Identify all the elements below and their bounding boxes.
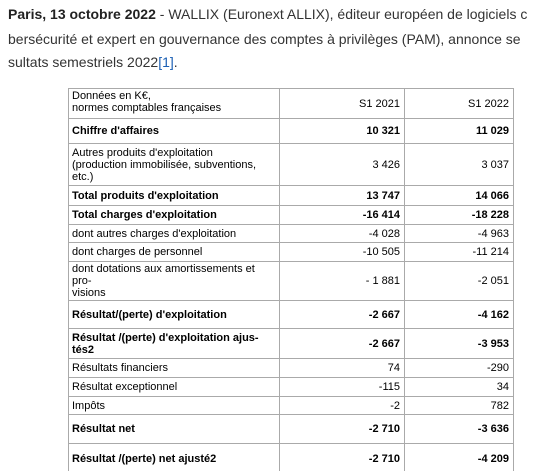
cell-value: -2 667 [279, 328, 405, 359]
cell-value: -4 162 [404, 300, 514, 329]
table-row: Résultat net -2 710 -3 636 [68, 414, 514, 444]
cell-value: -4 963 [404, 224, 514, 243]
text: - WALLIX (Euronext ALLIX), éditeur europ… [155, 6, 528, 22]
table-row: dont autres charges d'exploitation -4 028… [68, 224, 514, 243]
table-row: Résultat /(perte) net ajusté2 -2 710 -4 20… [68, 443, 514, 471]
financial-table: Données en K€, normes comptables françai… [68, 88, 514, 471]
cell-value: 11 029 [404, 118, 514, 144]
row-label: Total produits d'exploitation [68, 185, 280, 206]
cell-value: 782 [404, 396, 514, 415]
cell-value: 3 037 [404, 143, 514, 186]
row-label: Résultat /(perte) net ajusté2 [68, 443, 280, 471]
table-row: Autres produits d'exploitation (producti… [68, 143, 514, 186]
text: . [173, 54, 178, 70]
cell-value: -2 710 [279, 443, 405, 471]
row-label: Autres produits d'exploitation (producti… [68, 143, 280, 186]
row-label: dont autres charges d'exploitation [68, 224, 280, 243]
cell-value: -3 953 [404, 328, 514, 359]
paragraph-line: bersécurité et expert en gouvernance des… [8, 31, 521, 47]
row-label: Total charges d'exploitation [68, 205, 280, 225]
cell-value: -2 667 [279, 300, 405, 329]
row-label: Chiffre d'affaires [68, 118, 280, 144]
table-row: Impôts -2 782 [68, 396, 514, 415]
table-row: Total produits d'exploitation 13 747 14 06… [68, 185, 514, 206]
cell-value: 34 [404, 377, 514, 397]
table-row: Résultats financiers 74 -290 [68, 358, 514, 378]
cell-value: 3 426 [279, 143, 405, 186]
lead: Paris, 13 octobre 2022 [8, 6, 156, 22]
cell-value: 74 [279, 358, 405, 378]
header-cell: S1 2021 [279, 88, 405, 119]
table-row: Total charges d'exploitation -16 414 -18 2… [68, 205, 514, 225]
row-label: Impôts [68, 396, 280, 415]
cell-value: -11 214 [404, 242, 514, 262]
cell-value: -2 [279, 396, 405, 415]
row-label: Résultat/(perte) d'exploitation [68, 300, 280, 329]
cell-value: 10 321 [279, 118, 405, 144]
cell-value: 14 066 [404, 185, 514, 206]
row-label: Résultat exceptionnel [68, 377, 280, 397]
cell-value: - 1 881 [279, 261, 405, 301]
table-row: dont charges de personnel -10 505 -11 214 [68, 242, 514, 262]
row-label: dont charges de personnel [68, 242, 280, 262]
cell-value: -115 [279, 377, 405, 397]
header-cell: S1 2022 [404, 88, 514, 119]
cell-value: 13 747 [279, 185, 405, 206]
cell-value: -18 228 [404, 205, 514, 225]
text: sultats semestriels 2022 [8, 54, 159, 70]
paragraph-line: Paris, 13 octobre 2022 - WALLIX (Euronex… [8, 4, 533, 24]
header-row: Données en K€, normes comptables françai… [68, 88, 514, 119]
cell-value: -4 209 [404, 443, 514, 471]
table-row: Résultat/(perte) d'exploitation -2 667 -4 … [68, 300, 514, 329]
paragraph-line: sultats semestriels 2022[1]. [8, 52, 533, 72]
row-label: Résultat /(perte) d'exploitation ajus- t… [68, 328, 280, 359]
cell-value: -16 414 [279, 205, 405, 225]
row-label: dont dotations aux amortissements et pro… [68, 261, 280, 301]
cell-value: -10 505 [279, 242, 405, 262]
cell-value: -3 636 [404, 414, 514, 444]
row-label: Résultats financiers [68, 358, 280, 378]
footnote-link[interactable]: [1] [158, 54, 174, 70]
table-row: Chiffre d'affaires 10 321 11 029 [68, 118, 514, 144]
cell-value: -2 051 [404, 261, 514, 301]
row-label: Résultat net [68, 414, 280, 444]
table-body: Données en K€, normes comptables françai… [68, 88, 514, 471]
table-row: Résultat exceptionnel -115 34 [68, 377, 514, 397]
cell-value: -4 028 [279, 224, 405, 243]
header-cell: Données en K€, normes comptables françai… [68, 88, 280, 119]
cell-value: -2 710 [279, 414, 405, 444]
cell-value: -290 [404, 358, 514, 378]
table-row: dont dotations aux amortissements et pro… [68, 261, 514, 301]
table-row: Résultat /(perte) d'exploitation ajus- t… [68, 328, 514, 359]
